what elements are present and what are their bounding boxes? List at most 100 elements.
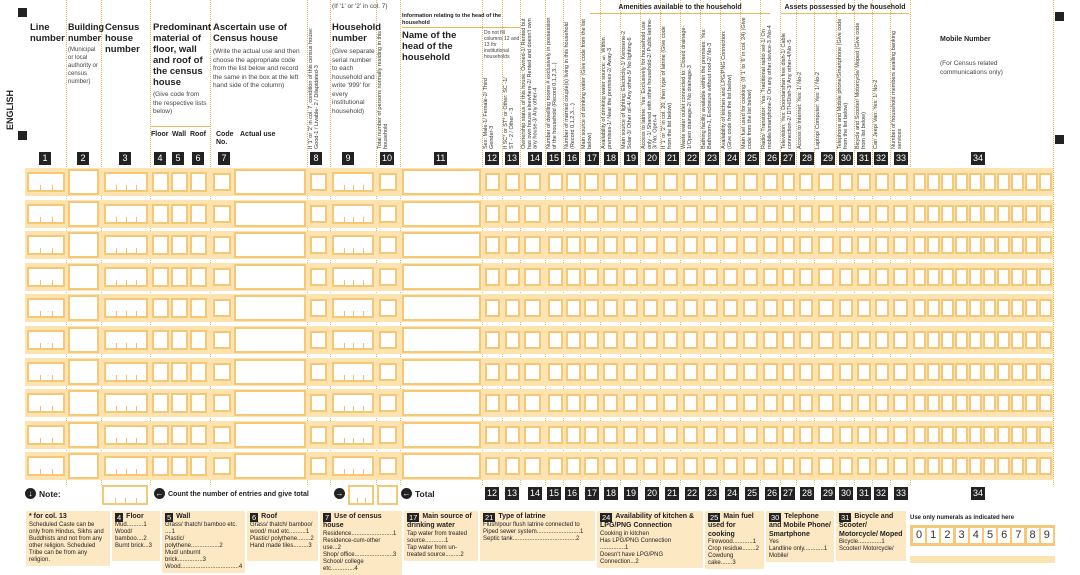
line-number-input[interactable]: [27, 456, 65, 477]
line-number-input[interactable]: [27, 266, 65, 287]
col-13-input[interactable]: [505, 394, 520, 413]
col-20-input[interactable]: [643, 394, 658, 413]
mobile-digit-input[interactable]: [955, 457, 968, 476]
col-29-input[interactable]: [818, 457, 834, 476]
mobile-digit-input[interactable]: [997, 362, 1010, 381]
col-33-input[interactable]: [893, 331, 908, 349]
col-15-input[interactable]: [548, 299, 563, 318]
col-33-input[interactable]: [893, 425, 908, 444]
col-31-input[interactable]: [857, 299, 871, 318]
col-18-input[interactable]: [603, 457, 618, 476]
mobile-digit-input[interactable]: [913, 331, 926, 349]
use-code-input[interactable]: [213, 173, 231, 191]
col-19-input[interactable]: [623, 425, 638, 444]
col-21-input[interactable]: [663, 425, 678, 444]
col-33-input[interactable]: [893, 362, 908, 381]
mobile-digit-input[interactable]: [1011, 173, 1024, 191]
col-21-input[interactable]: [663, 394, 678, 413]
col-13-input[interactable]: [505, 173, 520, 191]
col-32-input[interactable]: [875, 362, 889, 381]
col-27-input[interactable]: [782, 394, 795, 413]
census-house-number-input[interactable]: [104, 456, 148, 477]
col-18-input[interactable]: [603, 204, 618, 223]
col-31-input[interactable]: [857, 173, 871, 191]
col-14-input[interactable]: [524, 267, 541, 286]
col-18-input[interactable]: [603, 299, 618, 318]
col-25-input[interactable]: [743, 236, 758, 255]
mobile-digit-input[interactable]: [969, 362, 982, 381]
floor-code-input[interactable]: [152, 203, 169, 224]
col-18-input[interactable]: [603, 331, 618, 349]
mobile-digit-input[interactable]: [1011, 457, 1024, 476]
census-house-number-input[interactable]: [104, 361, 148, 382]
census-house-number-input[interactable]: [104, 235, 148, 256]
col-31-input[interactable]: [857, 457, 871, 476]
mobile-digit-input[interactable]: [997, 299, 1010, 318]
col-19-input[interactable]: [623, 299, 638, 318]
condition-code-input[interactable]: [310, 236, 327, 255]
col-29-input[interactable]: [818, 394, 834, 413]
mobile-digit-input[interactable]: [997, 425, 1010, 444]
col-30-input[interactable]: [839, 331, 853, 349]
col-33-input[interactable]: [893, 299, 908, 318]
mobile-digit-input[interactable]: [941, 236, 954, 255]
mobile-digit-input[interactable]: [997, 173, 1010, 191]
mobile-digit-input[interactable]: [969, 457, 982, 476]
mobile-digit-input[interactable]: [983, 394, 996, 413]
col-26-input[interactable]: [763, 362, 778, 381]
col-18-input[interactable]: [603, 267, 618, 286]
persons-count-input[interactable]: [379, 173, 397, 191]
persons-count-input[interactable]: [379, 362, 397, 381]
col-30-input[interactable]: [839, 173, 853, 191]
col-19-input[interactable]: [623, 236, 638, 255]
floor-code-input[interactable]: [152, 298, 169, 319]
col-19-input[interactable]: [623, 267, 638, 286]
col-29-input[interactable]: [818, 173, 834, 191]
wall-code-input[interactable]: [171, 235, 188, 256]
line-number-input[interactable]: [27, 330, 65, 350]
col-14-input[interactable]: [524, 425, 541, 444]
wall-code-input[interactable]: [171, 172, 188, 192]
line-number-input[interactable]: [27, 235, 65, 256]
mobile-digit-input[interactable]: [1025, 204, 1038, 223]
head-name-input[interactable]: [402, 327, 481, 353]
col-19-input[interactable]: [623, 394, 638, 413]
col-16-input[interactable]: [566, 362, 581, 381]
col-16-input[interactable]: [566, 267, 581, 286]
col-30-input[interactable]: [839, 267, 853, 286]
mobile-digit-input[interactable]: [1025, 457, 1038, 476]
floor-code-input[interactable]: [152, 456, 169, 477]
mobile-digit-input[interactable]: [941, 331, 954, 349]
col-24-input[interactable]: [723, 394, 738, 413]
col-24-input[interactable]: [723, 173, 738, 191]
col-28-input[interactable]: [799, 204, 813, 223]
col-32-input[interactable]: [875, 457, 889, 476]
mobile-digit-input[interactable]: [969, 173, 982, 191]
col-28-input[interactable]: [799, 394, 813, 413]
col-25-input[interactable]: [743, 394, 758, 413]
col-30-input[interactable]: [839, 457, 853, 476]
household-number-input[interactable]: [332, 456, 374, 477]
col-25-input[interactable]: [743, 204, 758, 223]
roof-code-input[interactable]: [190, 203, 207, 224]
head-name-input[interactable]: [402, 453, 481, 480]
mobile-digit-input[interactable]: [1039, 362, 1052, 381]
col-22-input[interactable]: [683, 362, 698, 381]
col-29-input[interactable]: [818, 425, 834, 444]
col-28-input[interactable]: [799, 331, 813, 349]
mobile-digit-input[interactable]: [913, 425, 926, 444]
col-17-input[interactable]: [584, 394, 599, 413]
condition-code-input[interactable]: [310, 299, 327, 318]
mobile-digit-input[interactable]: [1039, 236, 1052, 255]
col-23-input[interactable]: [703, 204, 718, 223]
col-26-input[interactable]: [763, 204, 778, 223]
col-26-input[interactable]: [763, 267, 778, 286]
mobile-digit-input[interactable]: [1025, 331, 1038, 349]
col-14-input[interactable]: [524, 331, 541, 349]
col-27-input[interactable]: [782, 425, 795, 444]
mobile-digit-input[interactable]: [1039, 267, 1052, 286]
col-12-input[interactable]: [485, 457, 500, 476]
condition-code-input[interactable]: [310, 331, 327, 349]
use-code-input[interactable]: [213, 425, 231, 444]
mobile-digit-input[interactable]: [927, 236, 940, 255]
